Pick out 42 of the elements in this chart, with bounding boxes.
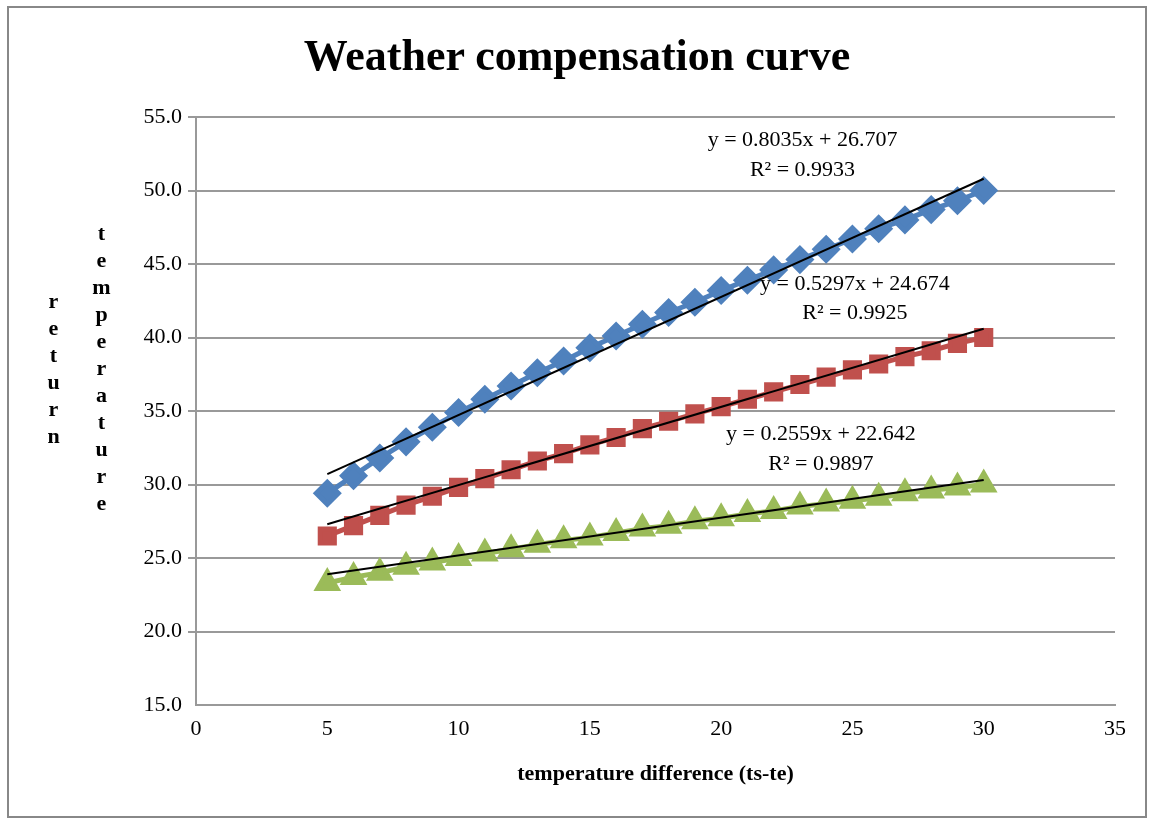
point xyxy=(921,341,941,361)
point xyxy=(576,334,604,362)
point xyxy=(970,468,998,493)
y-tick-label: 25.0 xyxy=(143,543,182,569)
y-tick-label: 30.0 xyxy=(143,470,182,496)
x-tick-label: 25 xyxy=(841,714,864,740)
x-tick-label: 15 xyxy=(578,714,601,740)
point xyxy=(681,288,709,316)
y-tick-label: 40.0 xyxy=(143,323,182,349)
y-tick-label: 45.0 xyxy=(143,249,182,275)
annotation: y = 0.2559x + 22.642 xyxy=(726,420,916,446)
y-tick-label: 55.0 xyxy=(143,102,182,128)
point xyxy=(550,347,578,375)
point xyxy=(655,299,683,327)
point xyxy=(628,310,656,338)
point xyxy=(602,322,630,350)
x-tick-label: 0 xyxy=(190,714,202,740)
x-axis-title: temperature difference (ts-te) xyxy=(517,760,794,786)
point xyxy=(943,187,971,215)
y-axis-title: return temperature xyxy=(40,220,114,517)
y-tick-label: 35.0 xyxy=(143,396,182,422)
annotation: R² = 0.9925 xyxy=(802,299,908,325)
annotation: y = 0.8035x + 26.707 xyxy=(707,126,898,152)
x-tick-label: 30 xyxy=(972,714,995,740)
x-tick-label: 20 xyxy=(710,714,733,740)
point xyxy=(970,177,998,204)
point xyxy=(523,359,551,387)
annotation: R² = 0.9897 xyxy=(768,449,874,475)
annotation: R² = 0.9933 xyxy=(749,155,856,181)
y-tick-label: 20.0 xyxy=(143,617,182,643)
annotation: y = 0.5297x + 24.674 xyxy=(760,269,950,295)
x-tick-label: 10 xyxy=(447,714,470,740)
point xyxy=(917,196,945,224)
chart-title: Weather compensation curve xyxy=(302,30,852,81)
point xyxy=(947,333,968,353)
x-tick-label: 35 xyxy=(1104,714,1126,740)
x-tick-label: 5 xyxy=(321,714,333,740)
y-tick-label: 50.0 xyxy=(143,176,182,202)
y-tick-label: 15.0 xyxy=(143,690,182,716)
point xyxy=(707,276,735,304)
point xyxy=(974,327,994,348)
point xyxy=(339,561,368,586)
